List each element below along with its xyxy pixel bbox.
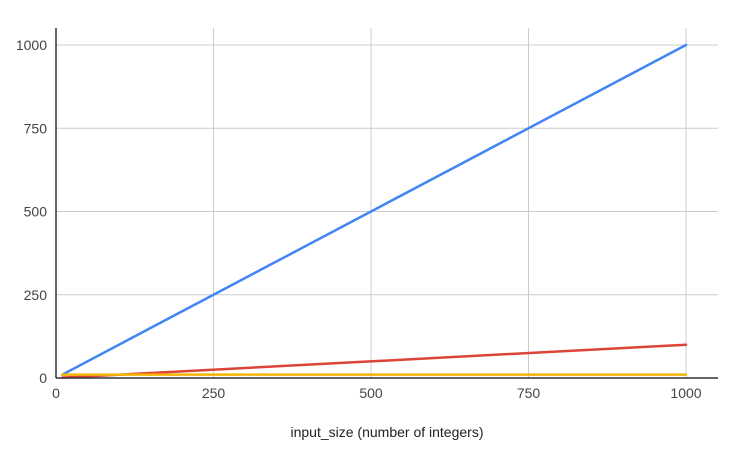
x-axis-title: input_size (number of integers) (291, 424, 484, 440)
grid (56, 28, 718, 378)
series-line-2 (61, 343, 688, 379)
series-line-1 (61, 43, 688, 376)
x-tick-labels: 0 250 500 750 1000 (52, 385, 702, 401)
y-tick-label-500: 500 (24, 204, 48, 220)
x-tick-label-1000: 1000 (670, 385, 701, 401)
x-tick-label-250: 250 (202, 385, 226, 401)
y-tick-label-1000: 1000 (16, 37, 47, 53)
x-tick-label-0: 0 (52, 385, 60, 401)
y-tick-label-250: 250 (24, 287, 48, 303)
y-tick-labels: 0 250 500 750 1000 (16, 37, 47, 386)
series-layer (61, 43, 688, 379)
x-tick-label-500: 500 (359, 385, 383, 401)
y-tick-label-750: 750 (24, 120, 48, 136)
axes (55, 28, 718, 379)
x-tick-label-750: 750 (517, 385, 541, 401)
y-tick-label-0: 0 (39, 370, 47, 386)
